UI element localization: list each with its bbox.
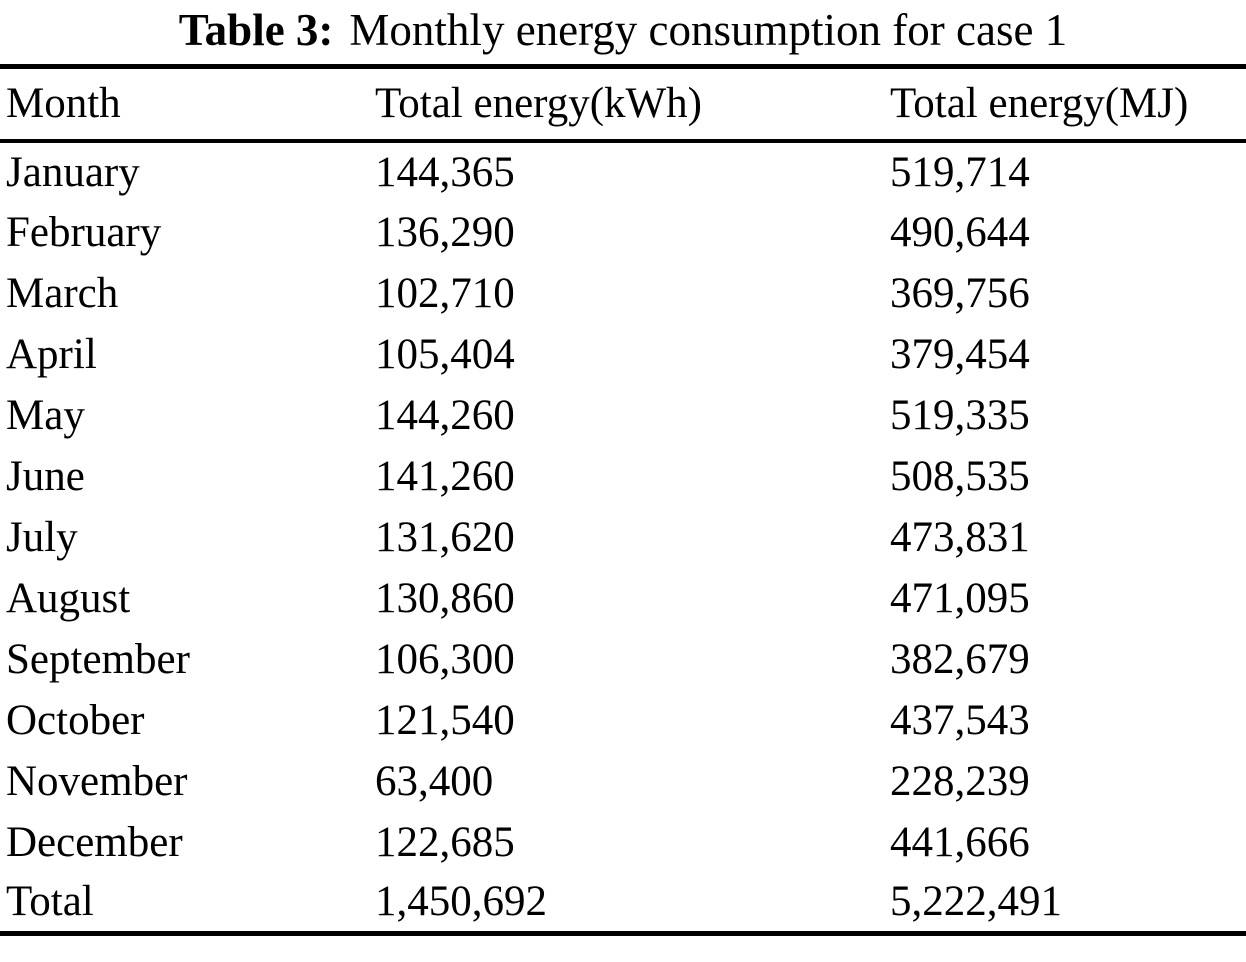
cell-kwh: 102,710 [375,269,515,317]
cell-month: November [6,757,188,805]
table-row: January 144,365 519,714 [0,141,1246,202]
cell-mj: 379,454 [890,330,1030,378]
cell-kwh: 141,260 [375,452,515,500]
cell-mj: 471,095 [890,574,1030,622]
header-row: Month Total energy(kWh) Total energy(MJ) [0,66,1246,143]
cell-mj: 519,714 [890,148,1030,196]
cell-kwh: 121,540 [375,696,515,744]
table-row: August 130,860 471,095 [0,568,1246,629]
table-row: July 131,620 473,831 [0,507,1246,568]
table-row-total: Total 1,450,692 5,222,491 [0,873,1246,934]
cell-kwh: 130,860 [375,574,515,622]
cell-month: March [6,269,119,317]
cell-mj: 382,679 [890,635,1030,683]
cell-month: October [6,696,145,744]
cell-mj: 437,543 [890,696,1030,744]
table-row: April 105,404 379,454 [0,324,1246,385]
cell-month: Total [6,878,94,926]
cell-month: August [6,574,131,622]
cell-mj: 5,222,491 [890,878,1062,926]
table-row: May 144,260 519,335 [0,385,1246,446]
cell-month: June [6,452,85,500]
table-caption-label: Table 3: [178,5,334,55]
table-caption: Table 3: Monthly energy consumption for c… [0,0,1246,64]
cell-kwh: 144,365 [375,148,515,196]
cell-kwh: 131,620 [375,513,515,561]
cell-month: February [6,208,162,256]
cell-mj: 369,756 [890,269,1030,317]
cell-mj: 490,644 [890,208,1030,256]
table-caption-text: Monthly energy consumption for case 1 [349,5,1068,55]
cell-month: January [6,148,140,196]
cell-kwh: 144,260 [375,391,515,439]
cell-kwh: 136,290 [375,208,515,256]
table-row: February 136,290 490,644 [0,202,1246,263]
col-header-total-energy-kwh: Total energy(kWh) [375,66,890,143]
cell-mj: 519,335 [890,391,1030,439]
cell-kwh: 122,685 [375,818,515,866]
col-header-total-energy-mj: Total energy(MJ) [890,66,1246,143]
cell-month: September [6,635,190,683]
table-row: December 122,685 441,666 [0,812,1246,873]
table-row: September 106,300 382,679 [0,629,1246,690]
cell-mj: 441,666 [890,818,1030,866]
cell-kwh: 1,450,692 [375,878,547,926]
cell-mj: 508,535 [890,452,1030,500]
cell-mj: 473,831 [890,513,1030,561]
energy-consumption-table: Month Total energy(kWh) Total energy(MJ)… [0,64,1246,936]
col-header-month: Month [0,66,375,143]
cell-kwh: 63,400 [375,757,494,805]
table-row: October 121,540 437,543 [0,690,1246,751]
cell-kwh: 105,404 [375,330,515,378]
cell-month: April [6,330,97,378]
table-row: November 63,400 228,239 [0,751,1246,812]
cell-kwh: 106,300 [375,635,515,683]
cell-month: December [6,818,183,866]
cell-month: July [6,513,78,561]
cell-month: May [6,391,85,439]
table-row: March 102,710 369,756 [0,263,1246,324]
cell-mj: 228,239 [890,757,1030,805]
table-row: June 141,260 508,535 [0,446,1246,507]
